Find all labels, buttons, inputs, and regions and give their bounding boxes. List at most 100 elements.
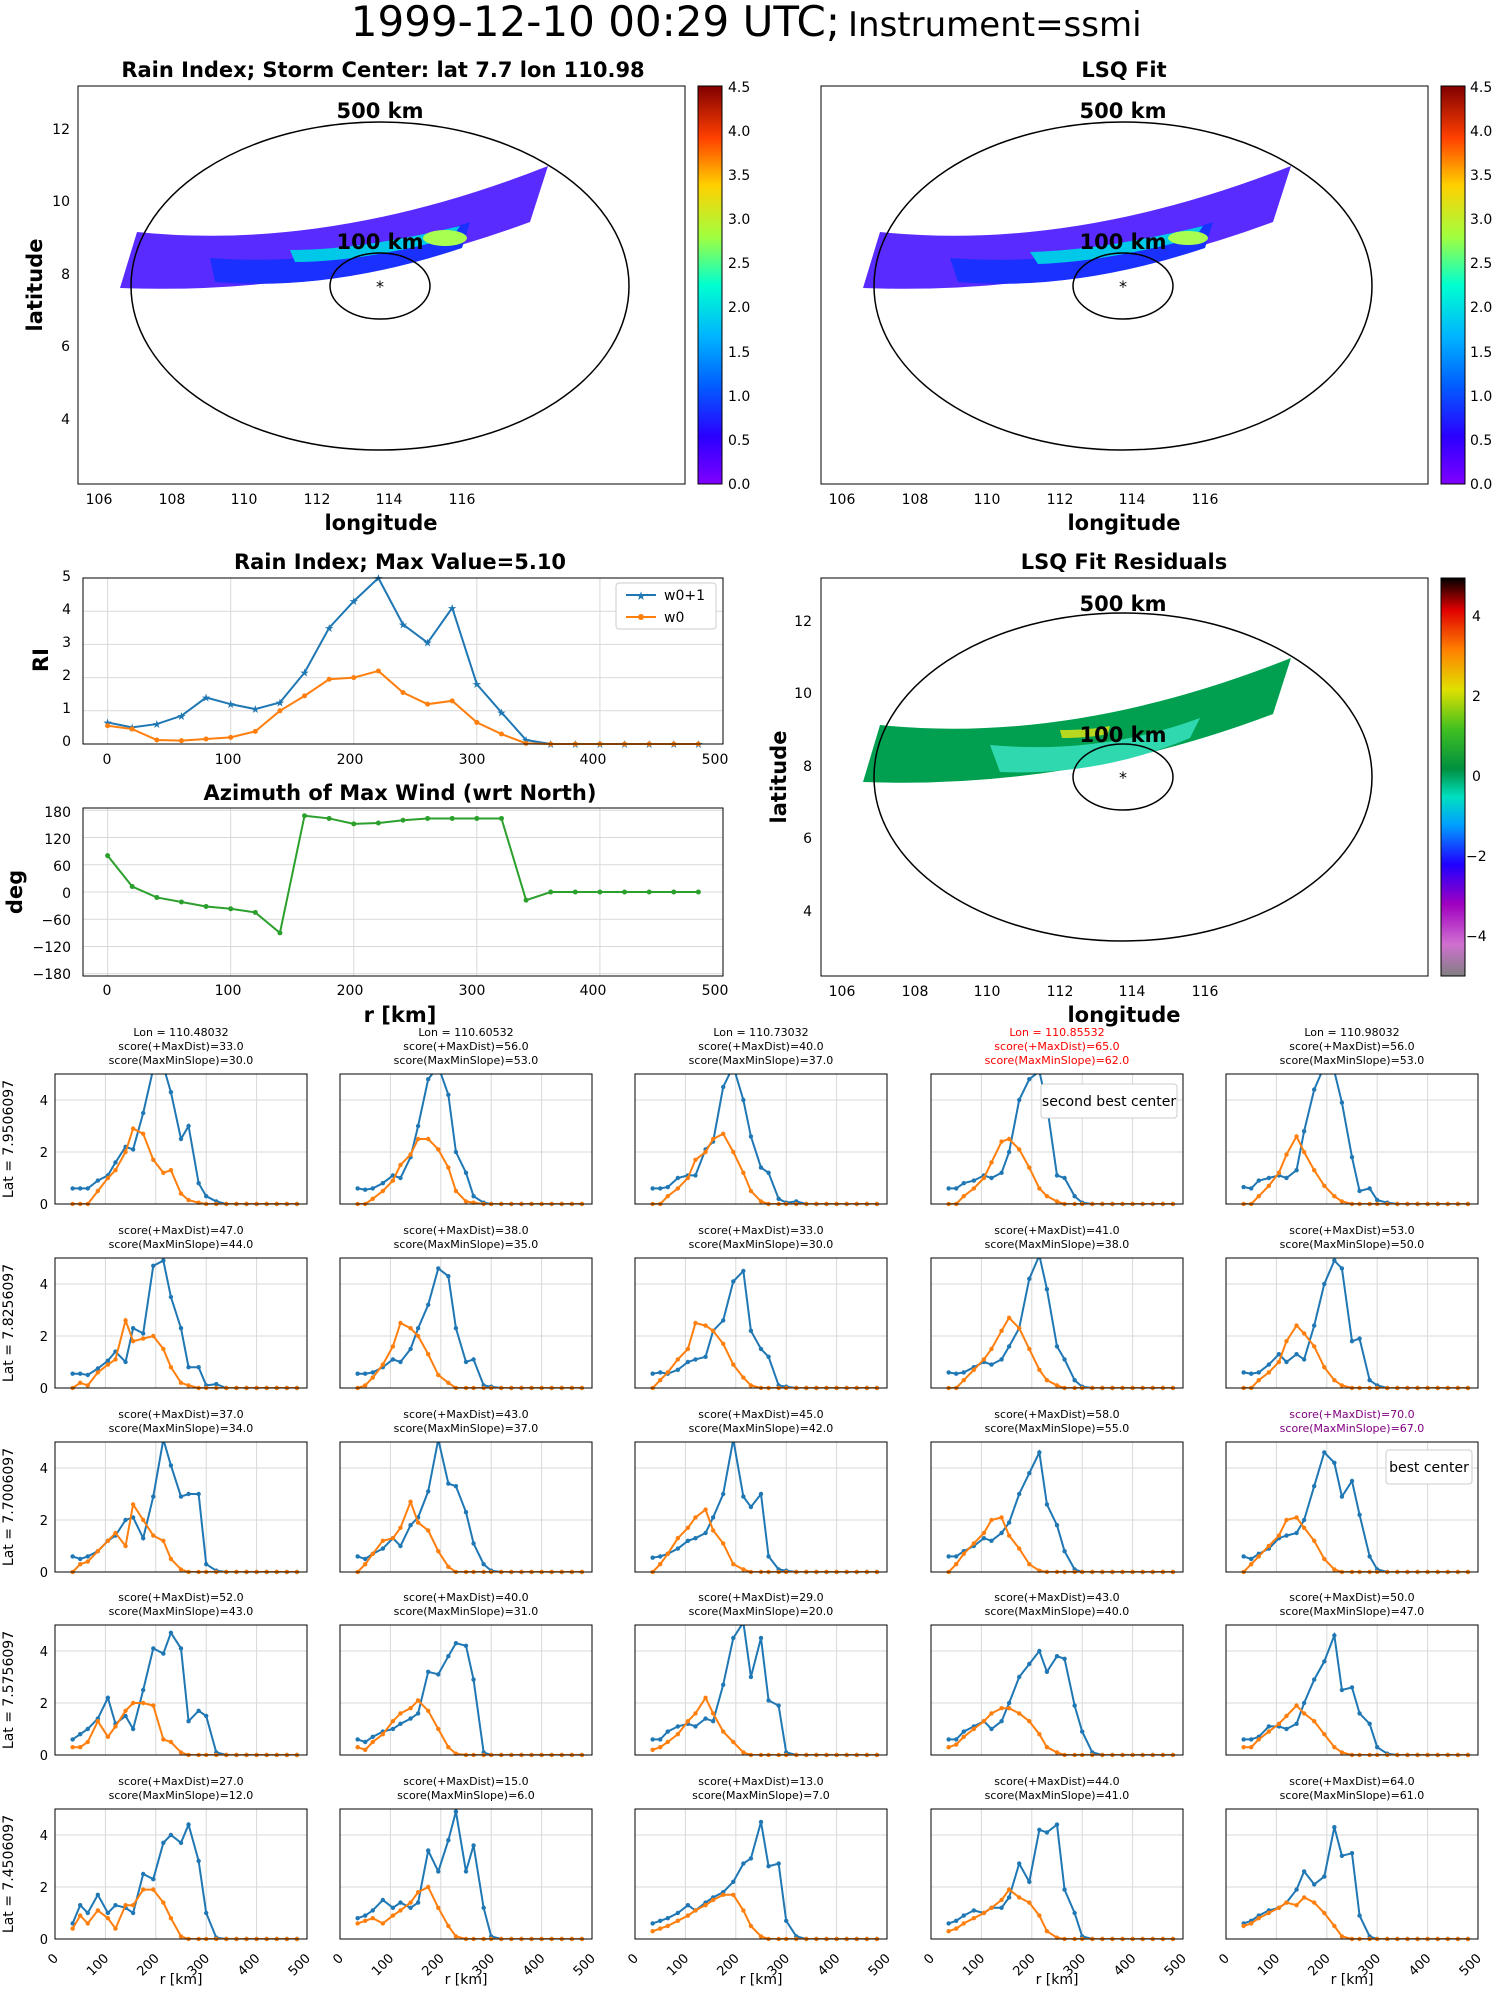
cbar-tick: 2.0 bbox=[728, 300, 750, 316]
grid-w0-point bbox=[78, 1562, 83, 1567]
grid-w0-point bbox=[1006, 1887, 1012, 1892]
grid-w0-point bbox=[130, 1126, 136, 1131]
grid-w0-point bbox=[693, 1711, 698, 1716]
ri-w0-point bbox=[129, 726, 135, 732]
grid-w0-point bbox=[1054, 1199, 1060, 1204]
grid-w0p1-point bbox=[665, 1729, 670, 1734]
az-xtick: 100 bbox=[215, 983, 242, 999]
grid-w0-point bbox=[178, 1750, 184, 1755]
grid-w0p1-point bbox=[453, 1641, 459, 1646]
rain-map-center-marker: * bbox=[376, 277, 384, 296]
grid-score-maxdist: score(+MaxDist)=43.0 bbox=[403, 1408, 528, 1421]
grid-w0p1-point bbox=[196, 1365, 201, 1370]
grid-w0-point bbox=[398, 1320, 403, 1326]
grid-w0-point bbox=[1294, 1903, 1299, 1908]
grid-w0-point bbox=[703, 1149, 708, 1155]
grid-w0-point bbox=[758, 1199, 764, 1204]
grid-w0p1-point bbox=[1301, 1129, 1307, 1134]
grid-w0-point bbox=[710, 1136, 716, 1142]
grid-w0-point bbox=[1276, 1533, 1282, 1538]
residual-ylabel: latitude bbox=[767, 731, 791, 824]
grid-w0-point bbox=[1256, 1194, 1261, 1199]
az-azimuth-point bbox=[523, 897, 529, 903]
grid-xtick: 100 bbox=[960, 1951, 988, 1979]
fit-map-colorbar-ticks: 0.0 0.5 1.0 1.5 2.0 2.5 3.0 3.5 4.0 4.5 bbox=[1470, 80, 1492, 493]
az-ytick: 60 bbox=[53, 859, 71, 875]
grid-w0-point bbox=[161, 1170, 166, 1176]
grid-w0p1-point bbox=[1062, 1887, 1067, 1892]
grid-w0-point bbox=[370, 1916, 375, 1921]
grid-row-label: Lat = 7.4506097 bbox=[1, 1815, 17, 1933]
grid-w0p1-point bbox=[130, 1726, 136, 1732]
grid-cell: score(+MaxDist)=33.0score(MaxMinSlope)=3… bbox=[634, 1224, 888, 1391]
grid-w0p1-point bbox=[989, 1362, 994, 1367]
cbar-tick: 4.0 bbox=[1470, 124, 1492, 140]
grid-w0p1-point bbox=[658, 1737, 663, 1742]
rain-map-circle-500 bbox=[130, 121, 630, 451]
grid-w0p1-point bbox=[178, 1136, 184, 1142]
grid-cell: Lon = 110.48032score(+MaxDist)=33.0score… bbox=[1, 1026, 308, 1213]
fit-map-xtick: 112 bbox=[1047, 492, 1074, 508]
grid-w0-point bbox=[408, 1326, 413, 1331]
grid-xtick: 0 bbox=[625, 1951, 641, 1967]
grid-cell: score(+MaxDist)=52.0score(MaxMinSlope)=4… bbox=[1, 1591, 308, 1764]
grid-xtick: 400 bbox=[1111, 1951, 1139, 1979]
grid-w0-point bbox=[748, 1188, 754, 1194]
grid-w0p1-point bbox=[390, 1357, 396, 1362]
grid-w0p1-point bbox=[1357, 1512, 1362, 1518]
grid-w0p1-point bbox=[151, 1646, 156, 1651]
cbar-tick: 2.0 bbox=[1470, 300, 1492, 316]
grid-frame bbox=[1225, 1808, 1479, 1940]
ri-w0-point bbox=[277, 708, 283, 714]
grid-w0-point bbox=[685, 1525, 691, 1531]
grid-w0p1-point bbox=[1312, 1484, 1317, 1489]
grid-frame bbox=[930, 1073, 1184, 1205]
grid-w0p1-point bbox=[186, 1719, 191, 1724]
grid-w0p1-point bbox=[1349, 1155, 1355, 1160]
grid-w0p1-point bbox=[954, 1186, 959, 1191]
grid-w0-point bbox=[415, 1890, 421, 1895]
ri-frame bbox=[82, 577, 724, 745]
grid-w0-point bbox=[78, 1913, 83, 1918]
grid-w0-point bbox=[415, 1698, 421, 1703]
grid-w0-point bbox=[78, 1380, 83, 1386]
grid-w0-point bbox=[1017, 1546, 1022, 1551]
grid-w0-point bbox=[1249, 1745, 1254, 1750]
azimuth-title: Azimuth of Max Wind (wrt North) bbox=[204, 781, 597, 805]
az-azimuth-point bbox=[178, 899, 184, 905]
grid-w0p1-point bbox=[650, 1921, 655, 1926]
grid-w0p1-point bbox=[999, 1170, 1004, 1176]
grid-w0-point bbox=[999, 1706, 1004, 1711]
grid-w0p1-point bbox=[408, 1523, 413, 1528]
cbar-tick: 1.0 bbox=[728, 389, 750, 405]
grid-w0-point bbox=[446, 1380, 451, 1386]
grid-w0p1-point bbox=[186, 1123, 191, 1129]
grid-w0-point bbox=[390, 1178, 396, 1183]
rain-map-label-500: 500 km bbox=[337, 99, 424, 123]
grid-w0-point bbox=[1332, 1194, 1337, 1199]
grid-w0p1-point bbox=[703, 1716, 708, 1721]
grid-w0-point bbox=[151, 1703, 156, 1708]
grid-w0-point bbox=[161, 1538, 166, 1544]
grid-w0-point bbox=[693, 1515, 698, 1520]
grid-w0p1-point bbox=[370, 1908, 375, 1913]
grid-xlabel: r [km] bbox=[740, 1972, 783, 1988]
grid-w0-point bbox=[95, 1188, 101, 1194]
rain-map-xtick: 112 bbox=[304, 492, 331, 508]
grid-xtick: 0 bbox=[330, 1951, 346, 1967]
grid-w0-point bbox=[85, 1739, 90, 1745]
rain-map-xticks: 106 108 110 112 114 116 bbox=[86, 492, 476, 508]
grid-w0-point bbox=[1006, 1136, 1012, 1142]
grid-cell: Lon = 110.98032score(+MaxDist)=56.0score… bbox=[1225, 1026, 1479, 1207]
grid-w0-point bbox=[961, 1921, 966, 1926]
ri-w0p1-point: ★ bbox=[226, 698, 236, 711]
grid-w0-point bbox=[168, 1916, 174, 1921]
grid-w0p1-point bbox=[186, 1365, 191, 1370]
grid-w0-point bbox=[1301, 1331, 1307, 1336]
rain-map-xtick: 108 bbox=[159, 492, 186, 508]
rain-map-yticks: 4 6 8 10 12 bbox=[52, 122, 70, 428]
grid-cell: score(+MaxDist)=40.0score(MaxMinSlope)=3… bbox=[339, 1591, 593, 1758]
grid-w0-point bbox=[1339, 1199, 1345, 1204]
grid-w0p1-point bbox=[1266, 1175, 1272, 1181]
grid-w0-point bbox=[463, 1199, 469, 1204]
